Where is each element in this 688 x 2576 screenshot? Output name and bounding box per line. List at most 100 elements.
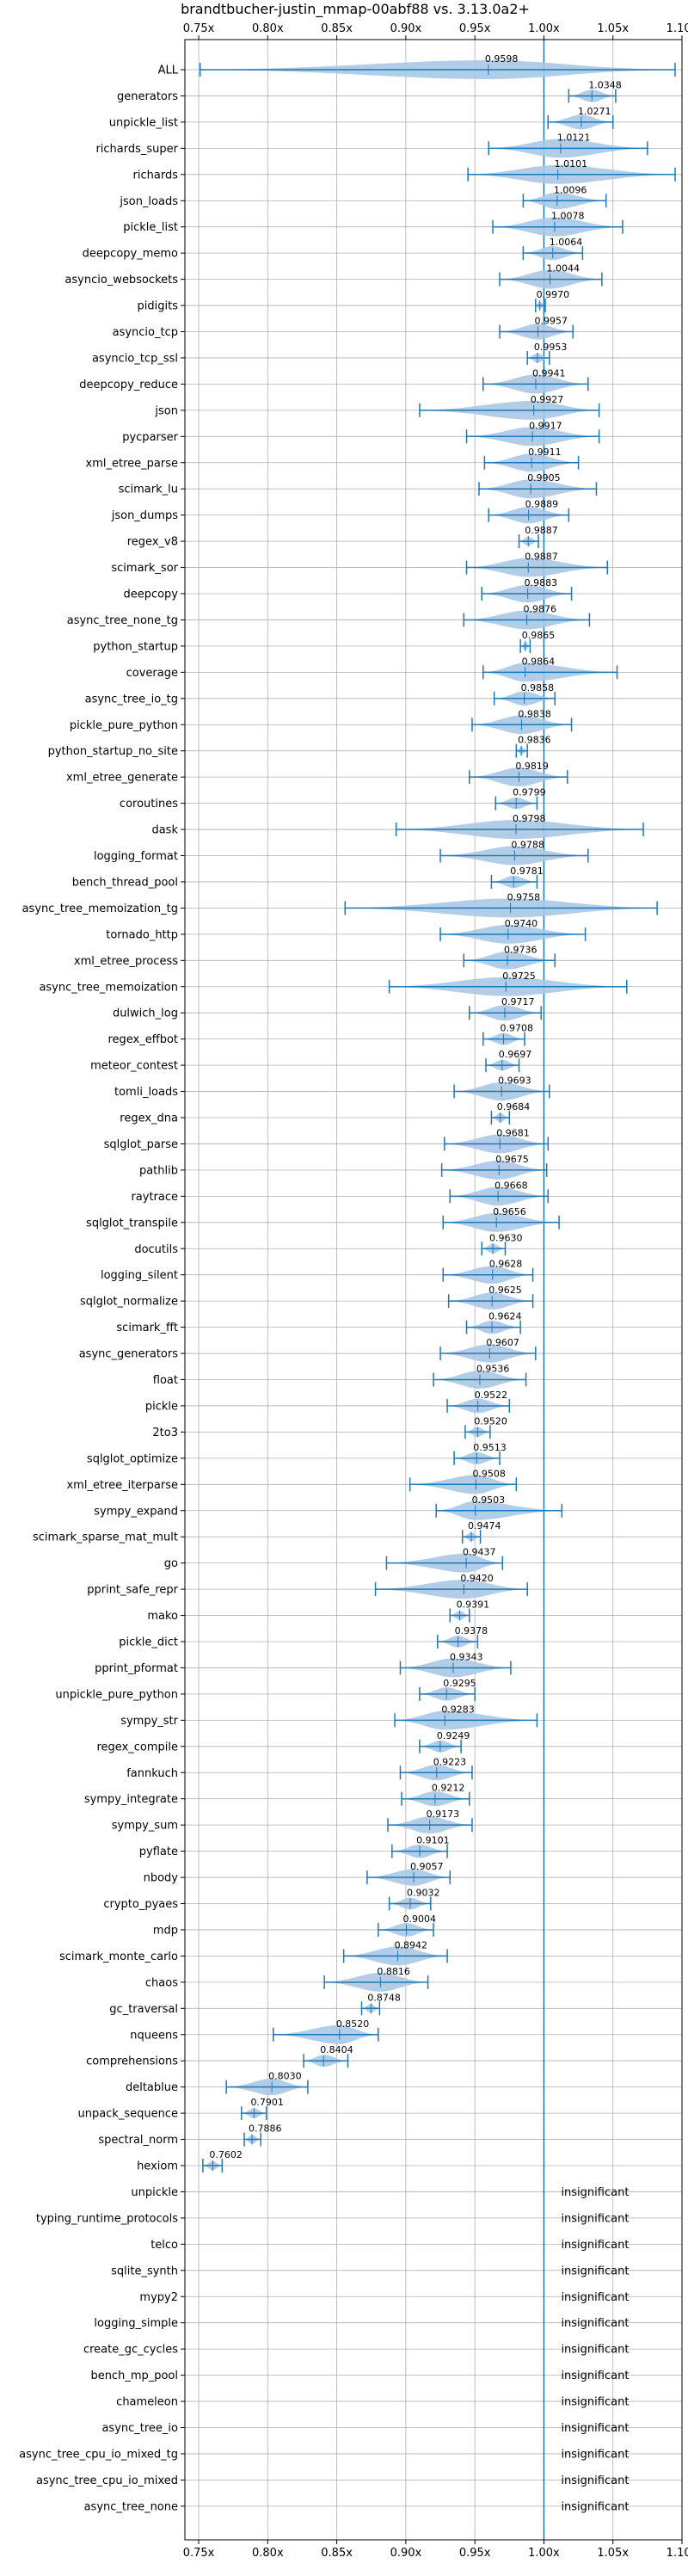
y-tick-label: deepcopy — [123, 589, 178, 601]
value-label: 0.9624 — [488, 1311, 522, 1322]
y-tick-label: xml_etree_parse — [86, 457, 178, 470]
value-label: 0.9798 — [513, 813, 546, 824]
value-label: 0.9717 — [501, 996, 535, 1008]
value-label: 0.9858 — [521, 682, 555, 693]
value-label: 0.9799 — [513, 787, 546, 798]
value-label: 0.9503 — [472, 1494, 506, 1506]
y-tick-label: sqlglot_transpile — [86, 1217, 178, 1229]
value-label: 0.9736 — [504, 944, 538, 955]
y-tick-label: fannkuch — [126, 1767, 178, 1780]
y-tick-label: create_gc_cycles — [83, 2344, 178, 2357]
x-tick-label-top: 1.10x — [666, 22, 688, 35]
value-label: 0.9819 — [515, 761, 549, 772]
y-tick-label: python_startup_no_site — [48, 745, 178, 758]
y-tick-label: meteor_contest — [90, 1060, 178, 1073]
y-tick-label: telco — [150, 2239, 178, 2252]
y-tick-label: deepcopy_reduce — [79, 379, 178, 391]
y-tick-label: nbody — [144, 1872, 179, 1885]
y-tick-label: pickle_list — [123, 221, 178, 234]
value-label: 0.9836 — [518, 735, 551, 746]
value-label: 0.9725 — [502, 971, 536, 982]
y-tick-label: regex_effbot — [108, 1033, 178, 1046]
y-tick-label: async_tree_cpu_io_mixed — [36, 2474, 178, 2487]
y-tick-label: sympy_expand — [94, 1505, 178, 1518]
y-tick-label: regex_compile — [96, 1741, 178, 1753]
value-label: 0.9520 — [474, 1415, 507, 1427]
value-label: 0.9865 — [522, 630, 556, 641]
y-tick-label: nqueens — [130, 2029, 178, 2042]
y-tick-label: deltablue — [126, 2081, 178, 2094]
y-tick-label: async_generators — [79, 1348, 179, 1361]
y-tick-label: comprehensions — [86, 2055, 178, 2068]
x-tick-label-top: 0.75x — [183, 22, 215, 35]
value-label: 0.9970 — [537, 289, 570, 300]
value-label: 0.9474 — [468, 1520, 501, 1531]
y-tick-label: asyncio_tcp — [113, 326, 178, 339]
value-label: 0.9957 — [535, 316, 568, 327]
value-label: 0.8942 — [395, 1939, 428, 1950]
value-label: 0.9693 — [498, 1075, 531, 1087]
y-tick-label: sympy_str — [120, 1715, 178, 1728]
value-label: 1.0348 — [588, 79, 622, 90]
x-tick-label-top: 1.05x — [597, 22, 629, 35]
y-tick-label: gc_traversal — [109, 2003, 178, 2016]
y-tick-label: pprint_pformat — [95, 1662, 178, 1675]
value-label: 0.9889 — [525, 499, 559, 510]
y-tick-label: regex_dna — [120, 1112, 178, 1125]
insignificant-label: insignificant — [561, 2500, 629, 2513]
x-tick-label-top: 0.95x — [459, 22, 491, 35]
y-tick-label: richards_super — [95, 143, 178, 156]
y-tick-label: json_loads — [119, 195, 178, 208]
y-tick-label: python_startup — [93, 640, 178, 653]
y-tick-label: pprint_safe_repr — [87, 1584, 178, 1597]
value-label: 1.0078 — [551, 211, 585, 222]
violin-layer — [199, 40, 676, 2540]
y-tick-label: asyncio_websockets — [64, 274, 178, 287]
value-label: 0.9249 — [437, 1730, 470, 1741]
value-label: 1.0121 — [557, 132, 591, 143]
y-tick-label: deepcopy_memo — [83, 248, 178, 261]
value-label: 0.9927 — [531, 394, 564, 405]
y-tick-label: unpickle_pure_python — [55, 1688, 178, 1701]
value-label: 0.9283 — [441, 1704, 475, 1715]
value-label: 0.9223 — [433, 1756, 466, 1767]
value-label: 1.0101 — [555, 158, 588, 169]
value-label: 0.9887 — [525, 525, 558, 536]
value-label: 0.9697 — [499, 1049, 532, 1060]
value-label: 0.9668 — [494, 1180, 528, 1191]
x-tick-label-bottom: 1.05x — [597, 2547, 629, 2560]
insignificant-label: insignificant — [561, 2186, 629, 2199]
value-label: 0.9953 — [534, 342, 568, 353]
value-label: 0.9508 — [472, 1468, 506, 1479]
y-tick-label: mdp — [153, 1924, 178, 1937]
value-label: 0.8816 — [377, 1966, 410, 1977]
y-tick-label: logging_format — [94, 850, 178, 863]
y-tick-label: chaos — [145, 1976, 178, 1989]
y-tick-label: go — [164, 1557, 178, 1570]
value-label: 0.9675 — [495, 1154, 529, 1165]
y-tick-label: sqlglot_parse — [104, 1138, 178, 1151]
value-label: 0.9876 — [524, 603, 557, 614]
y-tick-label: coverage — [126, 667, 178, 680]
y-tick-label: raytrace — [131, 1191, 178, 1204]
y-tick-label: typing_runtime_protocols — [36, 2212, 178, 2225]
y-tick-label: coroutines — [120, 798, 178, 810]
value-label: 0.9684 — [497, 1101, 531, 1112]
y-tick-label: bench_thread_pool — [72, 876, 178, 889]
value-label: 0.8520 — [336, 2018, 370, 2030]
grid-layer — [185, 40, 683, 2540]
value-label: 0.9607 — [486, 1337, 519, 1348]
y-tick-label: unpickle_list — [109, 116, 178, 129]
insignificant-label: insignificant — [561, 2396, 629, 2409]
value-label: 0.9343 — [450, 1651, 483, 1662]
value-label: 0.9101 — [416, 1835, 449, 1846]
value-label: 0.9420 — [460, 1573, 494, 1584]
value-label: 0.8748 — [367, 1992, 401, 2003]
x-tick-label-bottom: 1.00x — [528, 2547, 560, 2560]
y-tick-label: async_tree_io — [101, 2422, 178, 2435]
value-label: 0.7602 — [209, 2149, 243, 2160]
value-label: 0.9057 — [410, 1861, 443, 1872]
y-tick-label: ALL — [158, 65, 179, 77]
value-label: 0.9173 — [427, 1809, 460, 1820]
